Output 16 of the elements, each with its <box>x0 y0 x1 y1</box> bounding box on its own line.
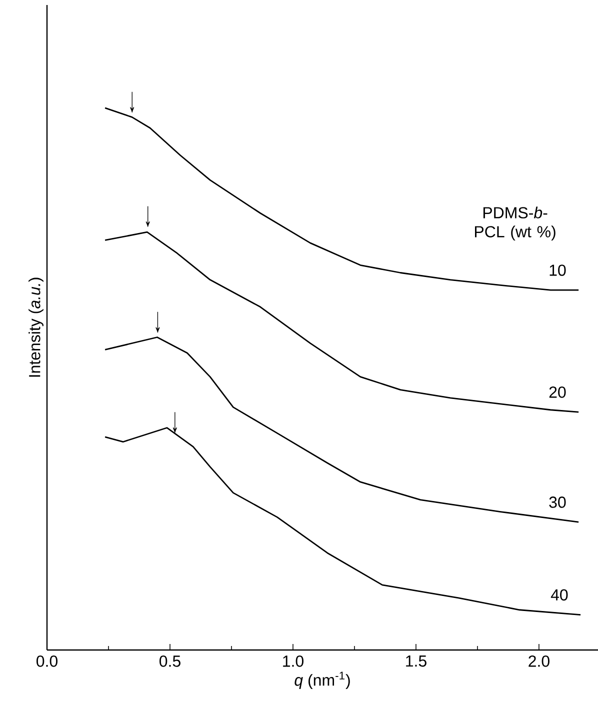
annotation: ↓ <box>130 92 134 113</box>
y-axis-title: Intensity (a.u.) <box>28 278 44 377</box>
annotation: ↓ <box>173 412 177 433</box>
annotation: ↓ <box>156 312 160 333</box>
x-tick-label: 2.0 <box>528 656 550 667</box>
series-label: 10 <box>550 264 566 276</box>
x-axis-title: q (nm$^{-1}$) <box>294 672 350 689</box>
annotation: ↓ <box>146 206 150 228</box>
series-label: 40 <box>550 589 568 601</box>
x-tick-label: 1.0 <box>283 656 304 667</box>
series-label: 30 <box>549 496 566 508</box>
series-label: 20 <box>549 386 566 398</box>
x-tick-label: 1.5 <box>406 656 426 667</box>
x-tick-label: 0.5 <box>159 656 180 667</box>
legend-title: PDMS-b-PCL (wt %) <box>475 206 556 241</box>
x-tick-label: 0.0 <box>36 656 58 667</box>
